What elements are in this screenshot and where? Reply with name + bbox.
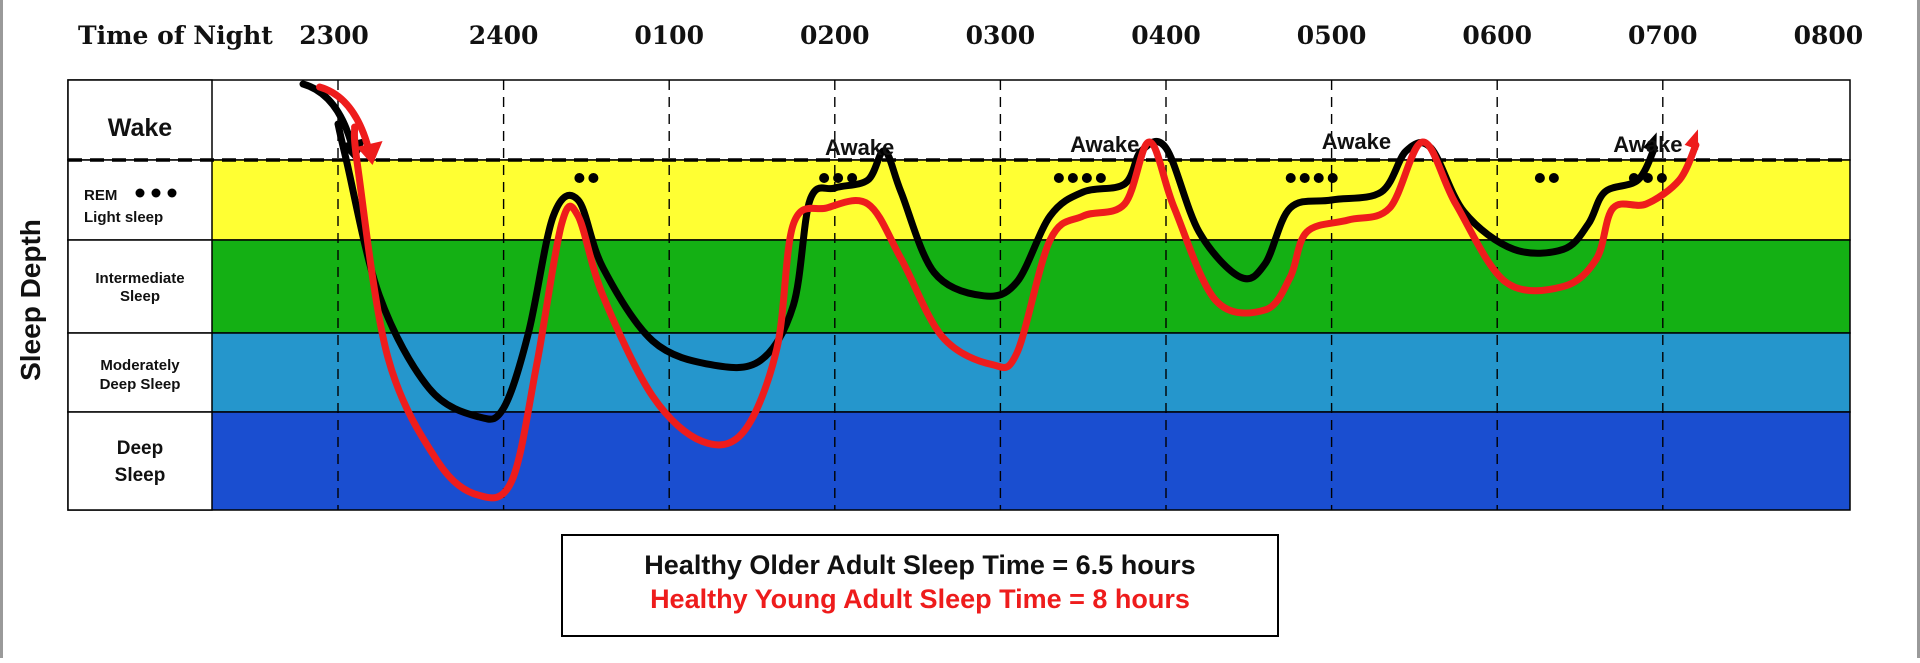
start-arrow-line-older-adult (299, 80, 356, 150)
x-tick-2300: 2300 (299, 21, 369, 50)
rem-dot (1081, 173, 1092, 183)
awake-label: Awake (1322, 129, 1391, 154)
time-axis: Time of Night 2300 2400 0100 0200 0300 0400 050… (78, 21, 1863, 50)
start-arrow-line-young-adult (316, 83, 373, 153)
rem-dot (1067, 173, 1078, 183)
right-frame-edge (1917, 0, 1920, 658)
stage-label-intermediate-2: Sleep (120, 288, 160, 305)
rem-dot (574, 173, 585, 183)
band-moderate (67, 332, 1851, 413)
rem-dot (847, 173, 858, 183)
left-frame-edge (0, 0, 3, 658)
awake-label: Awake (1070, 132, 1139, 157)
rem-dot (1299, 173, 1310, 183)
rem-markers (574, 173, 1667, 183)
stage-label-intermediate-1: Intermediate (95, 270, 184, 287)
rem-legend-dot (135, 188, 145, 198)
rem-dot (1285, 173, 1296, 183)
x-tick-0600: 0600 (1462, 21, 1532, 50)
x-tick-0200: 0200 (800, 21, 870, 50)
series-lines (299, 80, 1700, 502)
end-arrow-older-adult (1643, 132, 1657, 153)
rem-legend-dot (151, 188, 161, 198)
x-tick-0500: 0500 (1297, 21, 1367, 50)
start-arrow-head-young-adult (356, 141, 383, 165)
rem-dot (1628, 173, 1639, 183)
rem-dot (1313, 173, 1324, 183)
label-cell-moderate (67, 332, 213, 413)
x-tick-0800: 0800 (1794, 21, 1864, 50)
end-arrow-young-adult (1684, 129, 1699, 150)
rem-dot (1548, 173, 1559, 183)
stage-label-light-sleep: Light sleep (84, 209, 163, 226)
legend-young-adult: Healthy Young Adult Sleep Time = 8 hours (650, 584, 1190, 614)
rem-legend-dot (167, 188, 177, 198)
label-cell-deep (67, 411, 213, 511)
awake-label: Awake (1613, 132, 1682, 157)
awake-annotations: Awake Awake Awake Awake (825, 129, 1683, 160)
legend-older-adult: Healthy Older Adult Sleep Time = 6.5 hou… (644, 550, 1196, 580)
rem-dot (1053, 173, 1064, 183)
rem-dot (833, 173, 844, 183)
x-tick-0100: 0100 (634, 21, 704, 50)
stage-bands (67, 79, 1851, 511)
x-tick-2400: 2400 (469, 21, 539, 50)
stage-label-rem: REM (84, 187, 117, 204)
x-tick-0400: 0400 (1131, 21, 1201, 50)
x-axis-label: Time of Night (78, 21, 273, 50)
awake-label: Awake (825, 135, 894, 160)
stage-label-moderate-1: Moderately (100, 357, 180, 374)
stage-label-deep-2: Sleep (115, 465, 166, 486)
rem-dot (588, 173, 599, 183)
stage-label-moderate-2: Deep Sleep (100, 376, 181, 393)
x-tick-0700: 0700 (1628, 21, 1698, 50)
rem-dot (1656, 173, 1667, 183)
time-gridlines (337, 80, 1664, 510)
x-tick-0300: 0300 (966, 21, 1036, 50)
series-line-young-adult (350, 123, 1700, 502)
band-deep (67, 411, 1851, 511)
y-axis-label: Sleep Depth (15, 219, 46, 381)
stage-label-wake: Wake (108, 114, 172, 142)
rem-dot (1095, 173, 1106, 183)
label-cell-intermediate (67, 239, 213, 334)
rem-dot (819, 173, 830, 183)
rem-dot (1327, 173, 1338, 183)
rem-dot (1534, 173, 1545, 183)
legend: Healthy Older Adult Sleep Time = 6.5 hou… (561, 534, 1279, 637)
stage-label-deep-1: Deep (117, 438, 163, 459)
rem-dot (1642, 173, 1653, 183)
